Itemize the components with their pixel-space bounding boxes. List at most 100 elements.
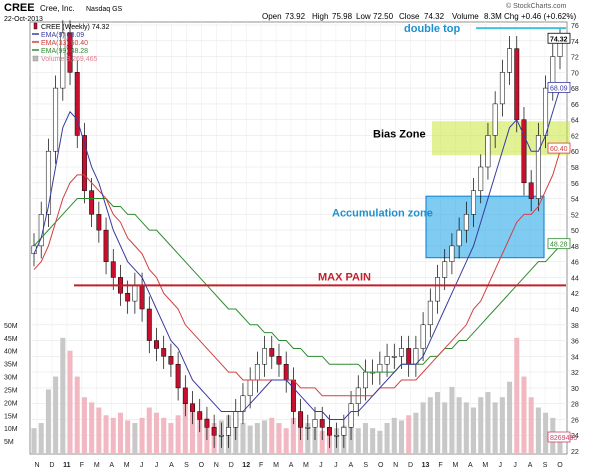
price-tick: 72 — [571, 55, 579, 62]
price-tick: 48 — [571, 244, 579, 251]
candle-body — [399, 348, 404, 357]
volume-bar — [543, 412, 549, 454]
volume-bar — [471, 407, 477, 454]
value-tag-box — [547, 238, 571, 250]
price-tick: 62 — [571, 133, 579, 140]
month-tick: O — [199, 462, 205, 469]
candle-body — [132, 285, 138, 302]
volume-bar — [492, 402, 498, 454]
volume-bar — [125, 420, 131, 454]
candle-body — [471, 190, 476, 215]
volume-bar — [53, 376, 59, 454]
month-tick: A — [289, 462, 294, 469]
volume-bar — [117, 412, 123, 454]
volume-bar — [197, 412, 203, 454]
volume-bar — [420, 402, 426, 454]
price-tick: 52 — [571, 212, 579, 219]
month-tick: M — [273, 462, 279, 469]
volume-bar — [557, 433, 563, 454]
candle-body — [254, 363, 260, 381]
volume-value: 8.3M — [484, 12, 502, 21]
volume-bar — [370, 428, 376, 454]
volume-bar — [319, 430, 325, 454]
candle-body — [478, 166, 484, 191]
candle-body — [305, 427, 311, 429]
legend-item: Volume 8,269,465 — [41, 56, 98, 63]
volume-tick: 40M — [4, 349, 18, 356]
legend-item: EMA(33) 60.40 — [41, 40, 88, 47]
volume-bar — [485, 392, 491, 454]
value-tag-box — [547, 82, 571, 93]
volume-bar — [283, 428, 289, 454]
ema99-line — [33, 198, 561, 373]
candle-body — [485, 135, 491, 168]
price-tick: 58 — [571, 165, 579, 172]
value-tag: 60.40 — [550, 146, 568, 153]
volume-tick: 50M — [4, 323, 18, 330]
candle-body — [312, 419, 318, 428]
volume-bar — [103, 415, 109, 454]
double-top-label: double top — [404, 23, 460, 35]
candle-body — [204, 419, 210, 428]
volume-tick: 15M — [4, 413, 18, 420]
price-tick: 46 — [571, 260, 579, 267]
price-tick: 66 — [571, 102, 579, 109]
value-tag-box — [547, 431, 571, 443]
candle-body — [197, 411, 203, 420]
price-tick: 42 — [571, 291, 579, 298]
volume-bar — [81, 397, 87, 454]
candle-body — [543, 87, 549, 136]
candle-body — [334, 434, 340, 437]
candle-body — [233, 411, 239, 428]
company-name: Cree, Inc. — [40, 4, 75, 13]
price-tick: 70 — [571, 70, 579, 77]
volume-bar — [362, 423, 368, 454]
volume-bar — [434, 392, 441, 454]
volume-bar — [355, 428, 361, 454]
volume-bar — [377, 430, 383, 454]
volume-bar — [413, 412, 419, 454]
volume-bar — [521, 376, 527, 454]
volume-bar — [269, 417, 275, 454]
candle-body — [247, 379, 253, 397]
candle-body — [276, 356, 282, 365]
volume-bar — [384, 423, 390, 454]
candle-body — [262, 348, 268, 365]
candle-body — [161, 348, 167, 357]
month-tick: J — [140, 462, 144, 469]
open-label: Open — [262, 12, 282, 21]
accumulation-zone-label: Accumulation zone — [332, 207, 433, 219]
price-tick: 68 — [571, 86, 579, 93]
candle-body — [290, 379, 296, 412]
month-tick: 11 — [63, 462, 71, 469]
price-tick: 36 — [571, 339, 579, 346]
month-tick: 12 — [242, 462, 250, 469]
volume-bar — [60, 337, 66, 454]
price-tick: 24 — [571, 433, 579, 440]
candle-body — [67, 32, 73, 73]
month-tick: J — [334, 462, 338, 469]
volume-bar — [175, 415, 181, 454]
volume-tick: 10M — [4, 426, 18, 433]
volume-bar — [449, 386, 455, 454]
volume-tick: 45M — [4, 336, 18, 343]
volume-bar — [168, 423, 174, 454]
candle-body — [154, 340, 159, 349]
volume-bar — [507, 381, 513, 454]
value-tag: 74.32 — [550, 36, 568, 43]
price-tick: 32 — [571, 370, 579, 377]
price-tick: 44 — [571, 275, 579, 282]
month-tick: D — [229, 462, 234, 469]
month-tick: A — [468, 462, 473, 469]
volume-bar — [463, 402, 469, 454]
volume-bar — [153, 412, 160, 454]
volume-bar — [74, 376, 80, 454]
volume-bar — [514, 337, 520, 454]
month-tick: F — [259, 462, 263, 469]
price-tick: 56 — [571, 181, 579, 188]
price-candles — [31, 20, 563, 448]
close-label: Close — [399, 12, 420, 21]
volume-bar — [456, 397, 462, 454]
candle-body — [528, 182, 534, 199]
